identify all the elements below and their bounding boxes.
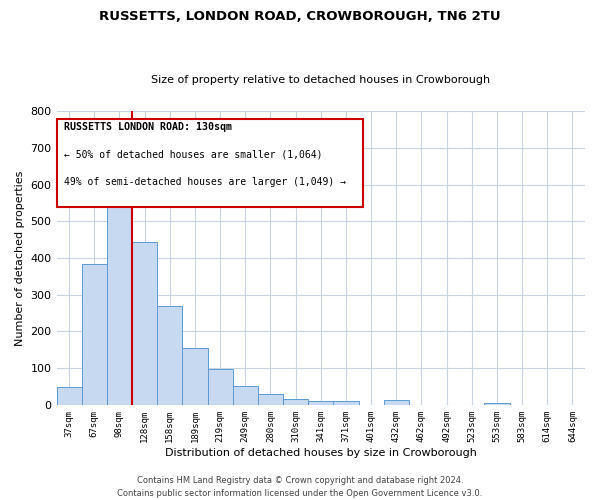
Bar: [208, 369, 233, 405]
Bar: [157, 306, 182, 405]
Bar: [132, 242, 157, 405]
Bar: [182, 348, 208, 405]
Bar: [383, 400, 409, 405]
Bar: [484, 403, 509, 405]
Text: RUSSETTS, LONDON ROAD, CROWBOROUGH, TN6 2TU: RUSSETTS, LONDON ROAD, CROWBOROUGH, TN6 …: [99, 10, 501, 23]
Bar: [283, 398, 308, 405]
Y-axis label: Number of detached properties: Number of detached properties: [15, 170, 25, 346]
Bar: [308, 401, 334, 405]
Bar: [258, 394, 283, 405]
Text: ← 50% of detached houses are smaller (1,064): ← 50% of detached houses are smaller (1,…: [64, 150, 323, 160]
FancyBboxPatch shape: [56, 118, 363, 206]
Text: Contains HM Land Registry data © Crown copyright and database right 2024.
Contai: Contains HM Land Registry data © Crown c…: [118, 476, 482, 498]
Bar: [334, 401, 359, 405]
Bar: [82, 264, 107, 405]
X-axis label: Distribution of detached houses by size in Crowborough: Distribution of detached houses by size …: [165, 448, 477, 458]
Text: 49% of semi-detached houses are larger (1,049) →: 49% of semi-detached houses are larger (…: [64, 178, 346, 188]
Bar: [107, 176, 132, 405]
Title: Size of property relative to detached houses in Crowborough: Size of property relative to detached ho…: [151, 76, 490, 86]
Text: RUSSETTS LONDON ROAD: 130sqm: RUSSETTS LONDON ROAD: 130sqm: [64, 122, 232, 132]
Bar: [56, 387, 82, 405]
Bar: [233, 386, 258, 405]
